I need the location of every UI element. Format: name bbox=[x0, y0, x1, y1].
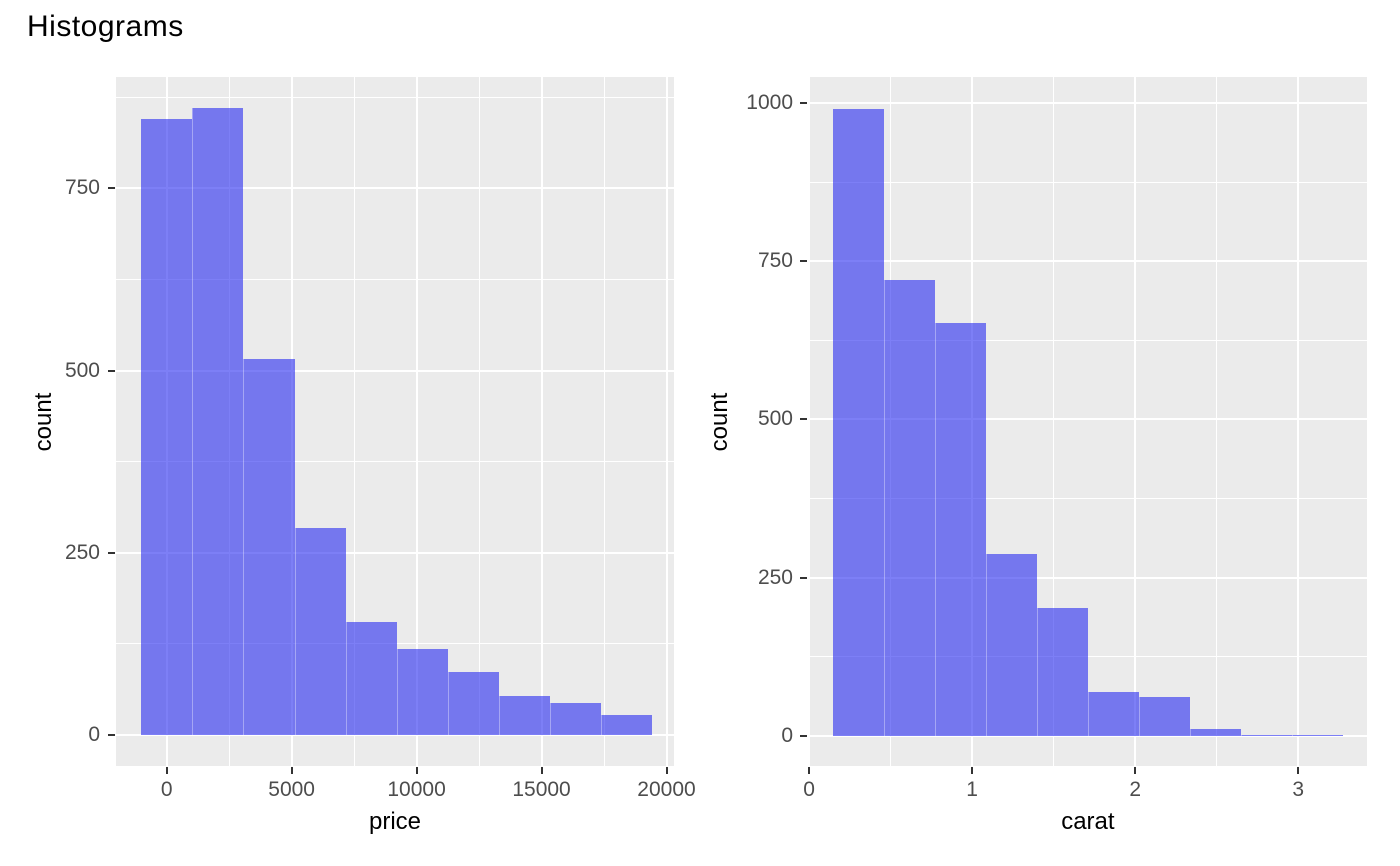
major-gridline-x bbox=[808, 77, 811, 766]
y-tick-mark bbox=[800, 576, 808, 579]
x-tick-mark bbox=[1297, 767, 1300, 774]
major-gridline-y bbox=[808, 260, 1368, 263]
major-gridline-y bbox=[808, 576, 1368, 579]
major-gridline-x bbox=[1297, 77, 1300, 766]
minor-gridline-x bbox=[1216, 77, 1218, 766]
minor-gridline-x bbox=[478, 77, 480, 766]
histogram-bar bbox=[447, 672, 499, 735]
major-gridline-y bbox=[116, 187, 674, 190]
carat-histogram-figure: 0 1 2 3 0 250 500 750 1000 carat count bbox=[700, 0, 1400, 866]
x-tick-mark bbox=[415, 767, 418, 774]
major-gridline-x bbox=[1134, 77, 1137, 766]
minor-gridline-y bbox=[116, 278, 674, 280]
y-tick-label: 1000 bbox=[746, 90, 793, 114]
x-tick-mark bbox=[665, 767, 668, 774]
x-tick-label: 15000 bbox=[512, 778, 571, 801]
histogram-bar bbox=[1037, 608, 1089, 736]
minor-gridline-y bbox=[808, 339, 1368, 341]
y-axis-title: count bbox=[706, 392, 733, 451]
x-tick-label: 5000 bbox=[268, 778, 315, 801]
x-tick-label: 10000 bbox=[387, 778, 446, 801]
x-tick-mark bbox=[808, 767, 811, 774]
histogram-bar bbox=[986, 554, 1038, 736]
histogram-bar bbox=[498, 696, 550, 735]
major-gridline-y bbox=[808, 418, 1368, 421]
histogram-bar bbox=[1190, 728, 1242, 736]
histogram-bar bbox=[243, 358, 295, 735]
x-tick-mark bbox=[971, 767, 974, 774]
minor-gridline-y bbox=[808, 498, 1368, 500]
y-tick-mark bbox=[800, 101, 808, 104]
x-tick-label: 2 bbox=[1129, 778, 1142, 801]
histogram-bar bbox=[1088, 691, 1140, 736]
minor-gridline-x bbox=[353, 77, 355, 766]
major-gridline-y bbox=[808, 734, 1368, 737]
histogram-bar bbox=[294, 527, 346, 735]
x-tick-label: 0 bbox=[160, 778, 173, 801]
y-tick-label: 750 bbox=[757, 249, 793, 273]
minor-gridline-x bbox=[603, 77, 605, 766]
y-tick-mark bbox=[108, 369, 115, 372]
price-histogram-figure: 0 5000 10000 15000 20000 0 250 500 750 price count bbox=[30, 77, 696, 835]
y-tick-label: 500 bbox=[757, 407, 793, 431]
histogram-bar bbox=[1139, 697, 1191, 736]
x-tick-label: 1 bbox=[966, 778, 978, 801]
x-tick-mark bbox=[540, 767, 543, 774]
minor-gridline-y bbox=[116, 96, 674, 98]
histogram-bar bbox=[549, 702, 602, 735]
x-tick-mark bbox=[290, 767, 293, 774]
histogram-bar bbox=[1292, 734, 1344, 736]
histogram-bar bbox=[935, 322, 987, 736]
plot-panel bbox=[116, 77, 674, 766]
major-gridline-y bbox=[116, 551, 674, 554]
histogram-bar bbox=[141, 119, 193, 735]
x-axis-title: price bbox=[368, 808, 422, 835]
y-tick-label: 0 bbox=[88, 722, 100, 746]
y-tick-label: 250 bbox=[757, 565, 793, 589]
y-tick-mark bbox=[108, 551, 115, 554]
major-gridline-x bbox=[540, 77, 543, 766]
x-tick-label: 0 bbox=[803, 778, 815, 801]
y-tick-label: 750 bbox=[64, 176, 100, 200]
major-gridline-x bbox=[415, 77, 418, 766]
major-gridline-y bbox=[116, 369, 674, 372]
y-tick-label: 500 bbox=[64, 358, 100, 382]
histogram-bar bbox=[884, 279, 936, 736]
y-tick-label: 250 bbox=[64, 540, 100, 564]
x-tick-label: 3 bbox=[1292, 778, 1305, 801]
minor-gridline-y bbox=[116, 461, 674, 463]
histogram-bar bbox=[833, 108, 885, 736]
minor-gridline-x bbox=[1053, 77, 1055, 766]
histogram-bar bbox=[1241, 734, 1293, 736]
histogram-bar bbox=[396, 649, 448, 735]
plot-panel bbox=[808, 77, 1368, 766]
y-tick-mark bbox=[800, 418, 808, 421]
major-gridline-x bbox=[665, 77, 668, 766]
x-tick-mark bbox=[165, 767, 168, 774]
major-gridline-y bbox=[808, 101, 1368, 104]
x-tick-mark bbox=[1134, 767, 1137, 774]
x-axis-title: carat bbox=[1061, 808, 1115, 835]
y-axis-title: count bbox=[30, 392, 57, 451]
major-gridline-y bbox=[116, 733, 674, 736]
y-tick-label: 0 bbox=[781, 723, 793, 747]
y-tick-mark bbox=[800, 734, 808, 737]
y-tick-mark bbox=[108, 733, 115, 736]
minor-gridline-y bbox=[808, 181, 1368, 183]
x-tick-label: 20000 bbox=[637, 778, 696, 801]
histogram-bar bbox=[192, 108, 244, 735]
page-title: Histograms bbox=[27, 10, 184, 43]
histogram-bar bbox=[345, 621, 397, 735]
histogram-bar bbox=[601, 715, 653, 735]
y-tick-mark bbox=[800, 260, 808, 263]
y-tick-mark bbox=[108, 187, 115, 190]
